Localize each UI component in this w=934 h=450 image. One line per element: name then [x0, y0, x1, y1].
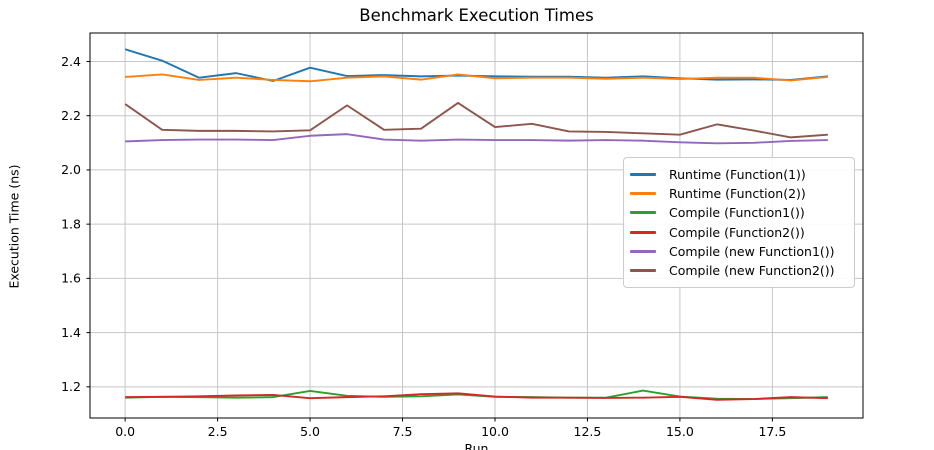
y-tick-label: 1.8: [61, 216, 81, 231]
legend-label: Compile (new Function1()): [669, 244, 835, 260]
series-line-5: [124, 102, 828, 139]
legend-swatch: [630, 172, 656, 176]
legend-label: Compile (Function2()): [669, 224, 805, 240]
y-axis-label: Execution Time (ns): [6, 164, 22, 289]
legend-label: Compile (Function1()): [669, 205, 805, 221]
x-tick-label: 17.5: [758, 424, 786, 439]
x-tick-label: 5.0: [300, 424, 320, 439]
legend-item: Compile (new Function2()): [630, 262, 844, 280]
legend: Runtime (Function(1)) Runtime (Function(2…: [623, 157, 855, 288]
legend-swatch: [630, 269, 656, 273]
legend-swatch: [630, 250, 656, 254]
legend-item: Compile (Function2()): [630, 223, 844, 241]
legend-swatch: [630, 191, 656, 195]
y-tick-label: 1.6: [61, 271, 81, 286]
plot-frame: [89, 32, 864, 419]
legend-item: Runtime (Function(1)): [630, 165, 844, 183]
y-tick-label: 1.4: [61, 325, 81, 340]
chart-title: Benchmark Execution Times: [359, 6, 594, 25]
x-axis-label: Run: [464, 441, 489, 450]
x-tick-label: 15.0: [666, 424, 694, 439]
legend-item: Compile (new Function1()): [630, 243, 844, 261]
legend-label: Compile (new Function2()): [669, 263, 835, 279]
y-tick-label: 1.2: [61, 379, 81, 394]
y-tick-label: 2.0: [61, 162, 81, 177]
legend-swatch: [630, 211, 656, 215]
legend-swatch: [630, 230, 656, 234]
legend-item: Runtime (Function(2)): [630, 184, 844, 202]
x-tick-label: 12.5: [574, 424, 602, 439]
x-tick-label: 10.0: [481, 424, 509, 439]
y-tick-label: 2.4: [61, 54, 81, 69]
y-tick-label: 2.2: [61, 108, 81, 123]
legend-label: Runtime (Function(1)): [669, 166, 806, 182]
legend-item: Compile (Function1()): [630, 204, 844, 222]
series-line-3: [125, 392, 828, 401]
series-line-4: [125, 133, 828, 145]
x-tick-label: 7.5: [393, 424, 413, 439]
legend-label: Runtime (Function(2)): [669, 185, 806, 201]
x-tick-label: 0.0: [115, 424, 135, 439]
x-tick-label: 2.5: [208, 424, 228, 439]
series-line-1: [125, 73, 828, 83]
